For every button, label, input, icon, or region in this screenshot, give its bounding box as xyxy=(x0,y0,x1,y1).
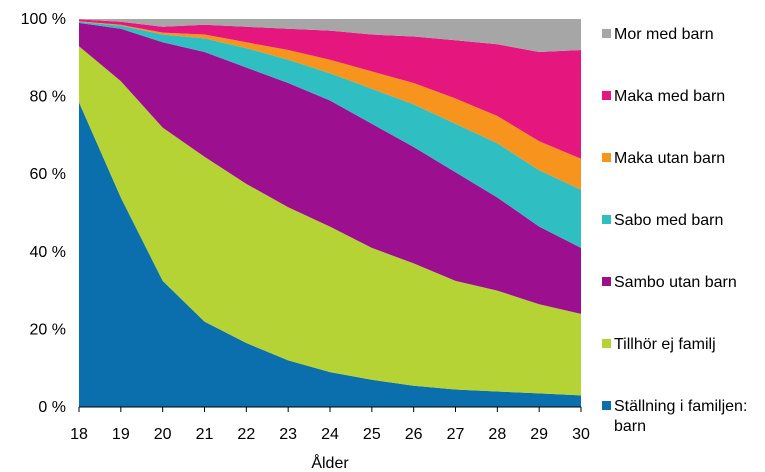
legend-label: Ställning i familjen: xyxy=(614,398,747,415)
x-axis-title: Ålder xyxy=(311,453,349,472)
area-series-group xyxy=(79,19,581,408)
area-series-2 xyxy=(79,22,581,314)
x-tick-label: 24 xyxy=(321,426,339,443)
legend-swatch xyxy=(602,215,611,224)
area-series-6 xyxy=(79,19,581,52)
y-tick-label: 20 % xyxy=(30,321,66,338)
x-tick-label: 20 xyxy=(154,426,172,443)
x-axis: 18 19 20 21 22 23 24 25 26 27 28 29 30 xyxy=(70,406,590,443)
legend-label: barn xyxy=(614,418,646,435)
legend-swatch xyxy=(602,91,611,100)
y-tick-label: 40 % xyxy=(30,244,66,261)
legend: Mor med barn Maka med barn Maka utan barn S… xyxy=(602,26,747,435)
x-tick-label: 22 xyxy=(237,426,255,443)
x-tick-label: 29 xyxy=(530,426,548,443)
x-tick-label: 21 xyxy=(196,426,214,443)
legend-label: Sabo med barn xyxy=(614,212,723,229)
legend-label: Mor med barn xyxy=(614,26,714,43)
legend-swatch xyxy=(602,153,611,162)
legend-label: Maka med barn xyxy=(614,88,725,105)
x-tick-label: 23 xyxy=(279,426,297,443)
y-tick-label: 100 % xyxy=(21,11,66,28)
y-tick-label: 0 % xyxy=(38,399,66,416)
legend-label: Tillhör ej familj xyxy=(614,336,716,353)
x-tick-label: 25 xyxy=(363,426,381,443)
x-tick-label: 26 xyxy=(405,426,423,443)
y-tick-label: 80 % xyxy=(30,89,66,106)
x-tick-label: 18 xyxy=(70,426,88,443)
legend-swatch xyxy=(602,339,611,348)
y-axis: 0 % 20 % 40 % 60 % 80 % 100 % xyxy=(21,11,66,416)
area-series-5 xyxy=(79,19,581,159)
legend-swatch xyxy=(602,29,611,38)
area-series-0 xyxy=(79,102,581,408)
x-tick-label: 30 xyxy=(572,426,590,443)
area-series-1 xyxy=(79,46,581,396)
legend-label: Maka utan barn xyxy=(614,150,725,167)
x-tick-label: 19 xyxy=(112,426,130,443)
legend-label: Sambo utan barn xyxy=(614,274,737,291)
legend-swatch xyxy=(602,277,611,286)
x-tick-label: 27 xyxy=(447,426,465,443)
x-tick-label: 28 xyxy=(488,426,506,443)
legend-swatch xyxy=(602,401,611,410)
y-tick-label: 60 % xyxy=(30,166,66,183)
